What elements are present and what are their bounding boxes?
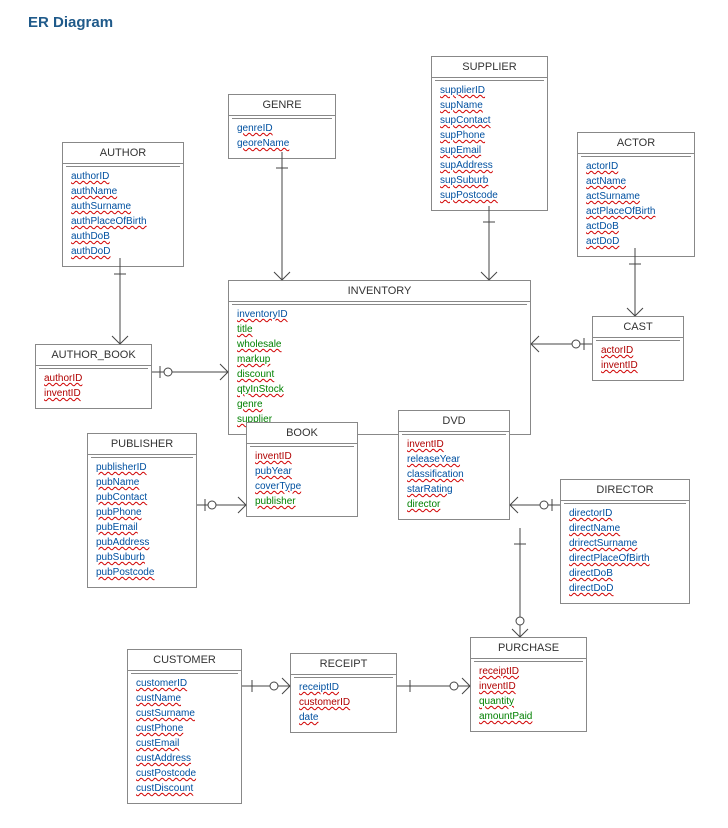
attr: custEmail xyxy=(136,737,235,752)
attr: actDoD xyxy=(586,235,688,250)
attr: actorID xyxy=(586,160,688,175)
attr: custAddress xyxy=(136,752,235,767)
attr: pubYear xyxy=(255,465,351,480)
attr: custPostcode xyxy=(136,767,235,782)
attr: wholesale xyxy=(237,338,524,353)
entity-header: INVENTORY xyxy=(229,281,530,302)
attr: inventID xyxy=(44,387,145,402)
attr: authorID xyxy=(44,372,145,387)
attr: quantity xyxy=(479,695,580,710)
entity-cast: CAST actorIDinventID xyxy=(592,316,684,381)
entity-actor: ACTOR actorIDactNameactSurnameactPlaceOfB… xyxy=(577,132,695,257)
attr: inventID xyxy=(255,450,351,465)
attr: authPlaceOfBirth xyxy=(71,215,177,230)
attr: actPlaceOfBirth xyxy=(586,205,688,220)
attr: supContact xyxy=(440,114,541,129)
page-title: ER Diagram xyxy=(28,14,113,31)
attr: supPhone xyxy=(440,129,541,144)
attr: authorID xyxy=(71,170,177,185)
entity-header: AUTHOR_BOOK xyxy=(36,345,151,366)
attr: directDoB xyxy=(569,567,683,582)
attr: directName xyxy=(569,522,683,537)
attr: custDiscount xyxy=(136,782,235,797)
attr: authSurname xyxy=(71,200,177,215)
entity-receipt: RECEIPT receiptIDcustomerIDdate xyxy=(290,653,397,733)
attr: customerID xyxy=(136,677,235,692)
entity-header: CAST xyxy=(593,317,683,338)
attr: authName xyxy=(71,185,177,200)
entity-header: DVD xyxy=(399,411,509,432)
attr: pubAddress xyxy=(96,536,190,551)
attr: releaseYear xyxy=(407,453,503,468)
attr: publisherID xyxy=(96,461,190,476)
attr: publisher xyxy=(255,495,351,510)
attr: custName xyxy=(136,692,235,707)
entity-header: PUBLISHER xyxy=(88,434,196,455)
attr: pubContact xyxy=(96,491,190,506)
attr: supAddress xyxy=(440,159,541,174)
entity-header: AUTHOR xyxy=(63,143,183,164)
attr: supSuburb xyxy=(440,174,541,189)
attr: drirectSurname xyxy=(569,537,683,552)
attr: pubEmail xyxy=(96,521,190,536)
entity-header: BOOK xyxy=(247,423,357,444)
attr: supplierID xyxy=(440,84,541,99)
entity-header: ACTOR xyxy=(578,133,694,154)
attr: custPhone xyxy=(136,722,235,737)
entity-customer: CUSTOMERcustomerIDcustNamecustSurnamecus… xyxy=(127,649,242,804)
attr: authDoB xyxy=(71,230,177,245)
attr: pubName xyxy=(96,476,190,491)
attr: inventID xyxy=(601,359,677,374)
attr: starRating xyxy=(407,483,503,498)
attr: classification xyxy=(407,468,503,483)
attr: georeName xyxy=(237,137,329,152)
entity-header: CUSTOMER xyxy=(128,650,241,671)
entity-author_book: AUTHOR_BOOK authorIDinventID xyxy=(35,344,152,409)
attr: actName xyxy=(586,175,688,190)
attr: directorID xyxy=(569,507,683,522)
attr: receiptID xyxy=(299,681,390,696)
attr: amountPaid xyxy=(479,710,580,725)
entity-header: DIRECTOR xyxy=(561,480,689,501)
attr: authDoD xyxy=(71,245,177,260)
attr: actSurname xyxy=(586,190,688,205)
entity-book: BOOK inventIDpubYearcoverTypepublisher xyxy=(246,422,358,517)
attr: discount xyxy=(237,368,524,383)
attr: actorID xyxy=(601,344,677,359)
attr: directDoD xyxy=(569,582,683,597)
attr: pubSuburb xyxy=(96,551,190,566)
attr: markup xyxy=(237,353,524,368)
entity-purchase: PURCHASE receiptIDinventIDquantityamountP… xyxy=(470,637,587,732)
attr: date xyxy=(299,711,390,726)
entity-genre: GENRE genreIDgeoreName xyxy=(228,94,336,159)
attr: inventID xyxy=(479,680,580,695)
entity-header: RECEIPT xyxy=(291,654,396,675)
entity-header: GENRE xyxy=(229,95,335,116)
entity-header: SUPPLIER xyxy=(432,57,547,78)
entity-publisher: PUBLISHERpublisherIDpubNamepubContactpub… xyxy=(87,433,197,588)
attr: custSurname xyxy=(136,707,235,722)
entity-header: PURCHASE xyxy=(471,638,586,659)
attr: title xyxy=(237,323,524,338)
attr: pubPhone xyxy=(96,506,190,521)
entity-dvd: DVD inventIDreleaseYearclassificationstar… xyxy=(398,410,510,520)
attr: inventID xyxy=(407,438,503,453)
attr: supPostcode xyxy=(440,189,541,204)
attr: qtyInStock xyxy=(237,383,524,398)
entity-author: AUTHOR authorIDauthNameauthSurnameauthPla… xyxy=(62,142,184,267)
attr: inventoryID xyxy=(237,308,524,323)
attr: supName xyxy=(440,99,541,114)
attr: pubPostcode xyxy=(96,566,190,581)
attr: directPlaceOfBirth xyxy=(569,552,683,567)
attr: actDoB xyxy=(586,220,688,235)
attr: supEmail xyxy=(440,144,541,159)
attr: genreID xyxy=(237,122,329,137)
attr: coverType xyxy=(255,480,351,495)
attr: director xyxy=(407,498,503,513)
entity-supplier: SUPPLIER supplierIDsupNamesupContactsupPh… xyxy=(431,56,548,211)
entity-director: DIRECTOR directorIDdirectNamedrirectSurna… xyxy=(560,479,690,604)
attr: receiptID xyxy=(479,665,580,680)
attr: customerID xyxy=(299,696,390,711)
